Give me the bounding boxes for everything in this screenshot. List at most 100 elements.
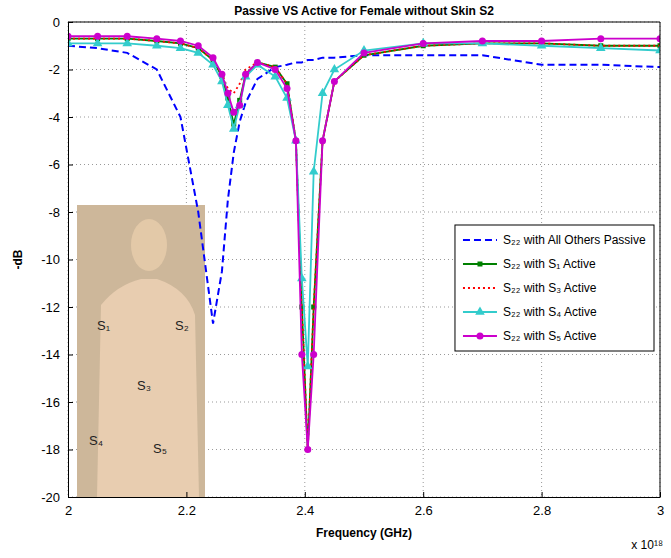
chart-svg: S₁S₂S₃S₄S₅22.22.42.62.83-20-18-16-14-12-… xyxy=(0,0,671,558)
y-tick: -10 xyxy=(41,252,73,267)
y-tick: -4 xyxy=(48,110,73,125)
inset-torso xyxy=(97,279,199,497)
plot: S₁S₂S₃S₄S₅22.22.42.62.83-20-18-16-14-12-… xyxy=(41,15,665,519)
legend-item: S₂₂ with S₅ Active xyxy=(463,329,597,343)
x-axis: 2 2.2 2.4 2.6 2.8 3 xyxy=(65,492,664,518)
y-tick: -12 xyxy=(41,300,73,315)
y-tick-mark xyxy=(68,450,73,451)
y-tick-mark xyxy=(68,307,73,308)
x-tick-mark xyxy=(542,492,543,497)
x-tick-label: 2 xyxy=(65,503,72,518)
series-line xyxy=(68,39,660,450)
x-tick-label: 2.2 xyxy=(178,503,196,518)
series-marker xyxy=(298,351,305,358)
x-axis-title: Frequency (GHz) xyxy=(316,526,412,540)
series-marker xyxy=(303,361,313,369)
series-marker xyxy=(230,109,237,116)
y-tick-label: 0 xyxy=(53,15,60,30)
y-tick-label: -4 xyxy=(48,110,60,125)
legend-label: S₂₂ with S₃ Active xyxy=(503,281,597,295)
series-marker xyxy=(310,351,317,358)
y-tick: -14 xyxy=(41,347,73,362)
series-marker xyxy=(94,33,101,40)
x-axis-line xyxy=(69,497,661,498)
series-line xyxy=(68,39,660,450)
y-tick-mark xyxy=(68,355,73,356)
grid xyxy=(68,22,660,497)
legend-marker xyxy=(477,262,482,267)
series-marker xyxy=(195,42,202,49)
series-marker xyxy=(305,447,310,452)
y-tick: -2 xyxy=(48,62,73,77)
y-tick: -20 xyxy=(41,490,73,505)
y-tick-mark xyxy=(68,117,73,118)
y-axis: -20-18-16-14-12-10-8-6-4-20 xyxy=(41,15,73,505)
series-marker xyxy=(420,40,427,47)
inset-label: S₂ xyxy=(175,318,189,333)
series-marker xyxy=(479,38,486,45)
series-marker xyxy=(657,35,661,42)
inset-photo: S₁S₂S₃S₄S₅ xyxy=(77,205,205,497)
series-marker xyxy=(236,102,243,109)
x-tick-mark xyxy=(186,492,187,497)
legend-label: S₂₂ with All Others Passive xyxy=(503,233,646,247)
chart-title: Passive VS Active for Female without Ski… xyxy=(234,4,494,18)
inset-background xyxy=(77,205,205,497)
grid-line-y xyxy=(68,164,660,165)
series-marker xyxy=(597,35,604,42)
series-marker xyxy=(331,78,338,85)
frame-top xyxy=(68,22,660,23)
grid-line-x xyxy=(660,22,661,497)
series-marker xyxy=(655,45,660,53)
x-tick: 2.6 xyxy=(415,492,433,518)
series-marker xyxy=(153,35,160,42)
x-tick-label: 2.6 xyxy=(415,503,433,518)
series-marker xyxy=(319,137,326,144)
y-tick-label: -6 xyxy=(48,157,60,172)
series-marker xyxy=(254,59,261,66)
y-tick-mark xyxy=(68,165,73,166)
y-tick: -16 xyxy=(41,395,73,410)
series-marker xyxy=(538,38,545,45)
legend-label: S₂₂ with S₅ Active xyxy=(503,329,597,343)
x-axis-multiplier: x 10¹⁸ xyxy=(631,538,663,552)
legend-label: S₂₂ with S₄ Active xyxy=(503,305,597,319)
plot-background xyxy=(68,22,660,497)
series-marker xyxy=(242,71,249,78)
y-tick-label: -10 xyxy=(41,252,60,267)
inset-label: S₄ xyxy=(89,433,103,448)
series-marker xyxy=(309,166,319,174)
grid-line-y xyxy=(68,117,660,118)
y-tick-label: -8 xyxy=(48,205,60,220)
series-marker xyxy=(293,138,298,143)
series-marker xyxy=(272,66,279,73)
x-tick-mark xyxy=(423,492,424,497)
legend-item: S₂₂ with S₄ Active xyxy=(463,305,597,319)
grid-line-y xyxy=(68,22,660,23)
x-tick-label: 2.4 xyxy=(296,503,314,518)
y-axis-title: -dB xyxy=(11,249,25,269)
y-tick-label: -14 xyxy=(41,347,60,362)
series-marker xyxy=(318,88,328,96)
series-line xyxy=(68,43,660,366)
y-tick-label: -16 xyxy=(41,395,60,410)
series-marker xyxy=(596,43,606,51)
series-marker xyxy=(229,123,239,131)
y-tick-label: -20 xyxy=(41,490,60,505)
x-tick-label: 3 xyxy=(657,503,664,518)
series-marker xyxy=(210,54,217,61)
data-layer xyxy=(68,33,660,453)
x-tick-label: 2.8 xyxy=(533,503,551,518)
series-marker xyxy=(320,138,325,143)
inset-label: S₅ xyxy=(153,441,167,456)
y-tick: -8 xyxy=(48,205,73,220)
y-tick-mark xyxy=(68,260,73,261)
inset-head xyxy=(131,219,167,271)
series-marker xyxy=(292,137,299,144)
y-tick-label: -18 xyxy=(41,442,60,457)
series-line xyxy=(68,46,660,324)
series-marker xyxy=(124,33,131,40)
x-tick-mark xyxy=(305,492,306,497)
legend-label: S₂₂ with S₁ Active xyxy=(503,257,596,271)
inset-label: S₁ xyxy=(97,318,111,333)
